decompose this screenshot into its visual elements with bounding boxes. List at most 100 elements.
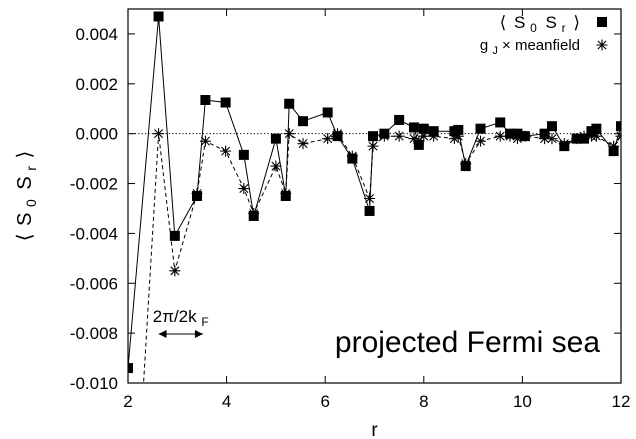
data-point-star — [504, 130, 516, 142]
data-point-star — [283, 128, 295, 140]
data-point-square — [270, 133, 281, 144]
series-layer — [128, 11, 621, 401]
data-point-star — [280, 188, 292, 200]
y-tick-label: -0.010 — [70, 374, 118, 393]
legend-marker-star — [596, 39, 608, 51]
data-point-square — [475, 123, 486, 134]
data-point-star — [413, 135, 425, 147]
data-point-square — [546, 121, 557, 132]
wavelength-arrow — [158, 330, 203, 338]
data-point-star — [248, 207, 260, 219]
data-point-square — [453, 124, 464, 135]
data-point-star — [578, 130, 590, 142]
ylabel-sub0: 0 — [23, 199, 39, 207]
data-point-star — [571, 133, 583, 145]
arrow-head-right — [194, 330, 203, 338]
legend-entry-meanfield: g J × meanfield — [480, 37, 580, 58]
data-point-star — [546, 133, 558, 145]
data-point-square — [238, 149, 249, 160]
data-point-star — [590, 130, 602, 142]
data-point-star — [460, 158, 472, 170]
y-tick-label: 0.000 — [75, 125, 118, 144]
data-point-star — [393, 130, 405, 142]
ylabel-sr: S — [14, 176, 36, 189]
x-tick-label: 8 — [419, 392, 428, 411]
data-point-star — [367, 140, 379, 152]
data-point-square — [495, 117, 506, 128]
y-axis-label: ⟨ S 0 S r ⟩ — [14, 151, 41, 242]
data-point-square — [284, 98, 295, 109]
data-point-star — [378, 130, 390, 142]
wavelength-label: 2π/2k F — [153, 307, 209, 329]
legend: ⟨ S 0 S r ⟩ g J × meanfield — [480, 13, 608, 58]
wavelength-annotation: 2π/2k F — [153, 307, 209, 338]
legend-marker-square — [597, 17, 607, 27]
y-tick-label: -0.004 — [70, 224, 118, 243]
data-point-star — [137, 390, 148, 401]
legend-entry-correlation: ⟨ S 0 S r ⟩ — [500, 13, 580, 36]
ylabel-s0: S — [14, 213, 36, 226]
data-point-star — [199, 135, 211, 147]
data-point-square — [591, 123, 602, 134]
data-point-star — [539, 133, 551, 145]
series-1 — [137, 128, 621, 401]
data-point-square — [298, 116, 309, 127]
x-axis-label: r — [371, 420, 378, 439]
y-tick-label: 0.002 — [75, 75, 118, 94]
data-point-star — [519, 130, 531, 142]
ylabel-open-bracket: ⟨ — [14, 233, 36, 241]
data-point-star — [452, 130, 464, 142]
y-tick-label: -0.006 — [70, 274, 118, 293]
data-point-square — [153, 11, 164, 22]
plot-frame — [127, 8, 622, 384]
x-tick-label: 6 — [320, 392, 329, 411]
data-point-square — [200, 95, 211, 106]
data-point-star — [191, 188, 203, 200]
x-tick-label: 2 — [123, 392, 132, 411]
ylabel-close-bracket: ⟩ — [14, 151, 36, 159]
y-tick-label: 0.004 — [75, 25, 118, 44]
data-point-square — [169, 230, 180, 241]
data-point-square — [322, 107, 333, 118]
data-point-star — [153, 128, 165, 140]
data-point-star — [428, 130, 440, 142]
y-tick-label: -0.008 — [70, 324, 118, 343]
data-point-star — [364, 192, 376, 204]
data-point-star — [558, 138, 570, 150]
data-point-star — [511, 133, 523, 145]
data-point-star — [408, 133, 420, 145]
data-point-star — [346, 150, 358, 162]
data-point-star — [448, 133, 460, 145]
data-point-star — [322, 133, 334, 145]
data-point-square — [394, 114, 405, 125]
y-axis: -0.010 -0.008 -0.006 -0.004 -0.002 0.000 0.002… — [70, 25, 621, 393]
data-point-star — [494, 130, 506, 142]
fermi-sea-annotation: projected Fermi sea — [335, 326, 600, 359]
data-point-star — [270, 160, 282, 172]
y-tick-label: -0.002 — [70, 175, 118, 194]
data-point-star — [418, 130, 430, 142]
x-tick-label: 12 — [612, 392, 631, 411]
data-point-square — [364, 205, 375, 216]
x-axis: 2 4 6 8 10 12 — [123, 9, 630, 411]
data-point-star — [332, 128, 344, 140]
svg-text:⟨ S 0 S: ⟨ S 0 S r ⟩ — [14, 151, 41, 242]
data-point-square — [418, 123, 429, 134]
data-point-square — [616, 121, 621, 132]
data-point-star — [297, 138, 309, 150]
data-point-square — [128, 363, 133, 374]
series-line-1 — [143, 132, 621, 383]
data-point-star — [474, 135, 486, 147]
data-point-star — [608, 140, 620, 152]
data-point-star — [169, 265, 181, 277]
arrow-head-left — [158, 330, 167, 338]
data-point-square — [368, 131, 379, 142]
x-tick-label: 10 — [513, 392, 532, 411]
data-point-star — [238, 183, 250, 195]
data-point-star — [220, 145, 232, 157]
legend-markers — [596, 17, 608, 51]
x-tick-label: 4 — [222, 392, 231, 411]
data-point-square — [408, 122, 419, 133]
ylabel-subr: r — [23, 166, 39, 171]
